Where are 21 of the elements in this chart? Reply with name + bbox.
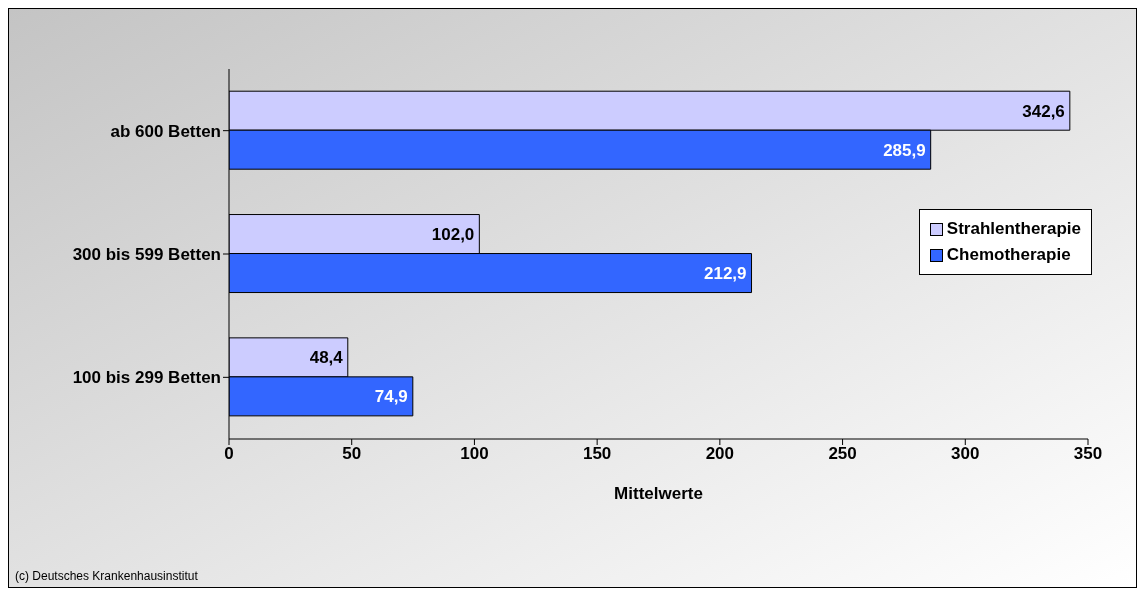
y-tick-label: 100 bis 299 Betten bbox=[72, 368, 221, 388]
x-tick-label: 150 bbox=[582, 444, 612, 464]
data-label: 48,4 bbox=[309, 348, 344, 368]
data-label: 212,9 bbox=[703, 264, 747, 284]
y-tick-label: 300 bis 599 Betten bbox=[72, 245, 221, 265]
data-label: 285,9 bbox=[883, 140, 926, 160]
x-axis-title: Mittelwerte bbox=[614, 484, 703, 503]
x-tick-label: 50 bbox=[342, 444, 362, 464]
data-label: 102,0 bbox=[431, 225, 475, 245]
y-tick-label: ab 600 Betten bbox=[110, 121, 221, 141]
x-tick-label: 100 bbox=[460, 444, 489, 464]
x-tick-label: 200 bbox=[705, 444, 735, 464]
x-tick-label: 300 bbox=[951, 444, 980, 464]
x-tick-label: 350 bbox=[1073, 444, 1103, 464]
data-label: 74,9 bbox=[374, 387, 408, 407]
text: (c) Deutsches Krankenhausinstitut bbox=[15, 569, 198, 583]
x-tick-label: 250 bbox=[828, 444, 857, 464]
data-label: 342,6 bbox=[1022, 101, 1065, 121]
legend-label: Strahlentherapie bbox=[946, 218, 1081, 240]
legend-label: Chemotherapie bbox=[946, 244, 1071, 266]
x-tick-label: 0 bbox=[224, 444, 234, 464]
